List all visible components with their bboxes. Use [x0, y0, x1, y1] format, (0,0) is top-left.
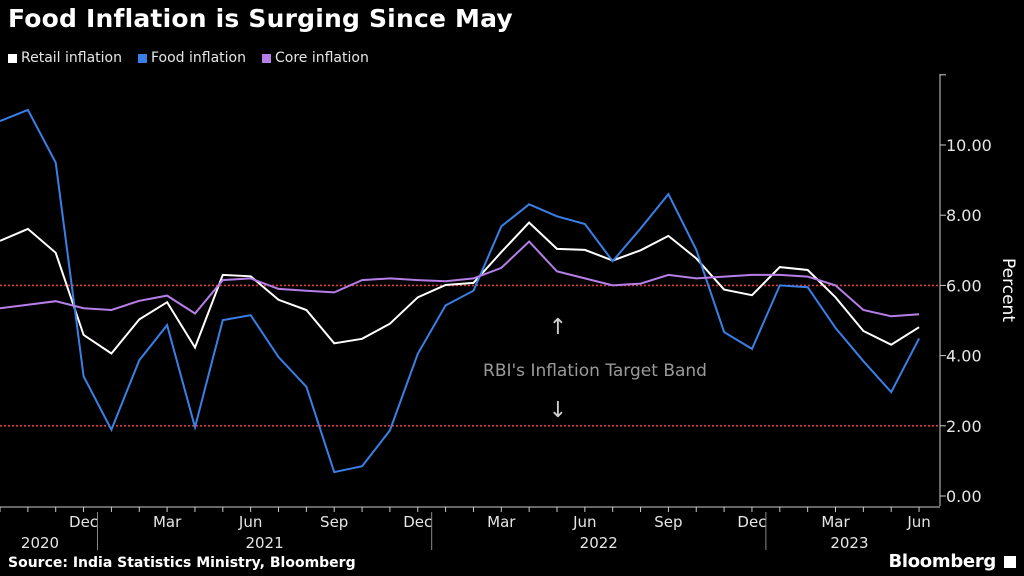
x-year-label: 2022 — [580, 534, 618, 552]
legend-item-food: Food inflation — [138, 50, 246, 66]
series-line-retail — [0, 221, 920, 355]
source-note: Source: India Statistics Ministry, Bloom… — [8, 555, 356, 571]
legend-swatch-core — [262, 53, 271, 63]
y-tick-label: 8.00 — [946, 206, 982, 225]
legend-swatch-food — [138, 53, 147, 63]
series-layer — [0, 108, 920, 474]
legend-item-retail: Retail inflation — [8, 50, 122, 66]
annotation-up-arrow: ↑ — [549, 315, 567, 340]
legend-label-core: Core inflation — [275, 50, 369, 66]
y-tick-label: 0.00 — [946, 487, 982, 506]
series-line-food — [0, 108, 920, 474]
x-month-label: Mar — [487, 513, 516, 531]
y-axis-label: Percent — [998, 258, 1018, 322]
y-tick-label: 4.00 — [946, 347, 982, 366]
series-line-core — [0, 240, 920, 318]
x-month-label: Dec — [403, 513, 432, 531]
grid-layer — [0, 284, 940, 427]
x-month-label: Sep — [654, 513, 682, 531]
x-month-label: Dec — [69, 513, 98, 531]
y-tick-label: 10.00 — [946, 136, 992, 155]
annotation-text: RBI's Inflation Target Band — [483, 361, 707, 381]
annotation-down-arrow: ↓ — [549, 398, 567, 423]
legend-swatch-retail — [8, 53, 17, 63]
chart-title: Food Inflation is Surging Since May — [8, 4, 513, 33]
brand-logo-text: Bloomberg — [888, 551, 996, 572]
axes-layer: 0.00 2.00 4.00 6.00 8.00 10.00 Dec Mar Jun Sep Dec… — [0, 74, 992, 552]
legend-label-food: Food inflation — [151, 50, 246, 66]
brand-square-icon — [1004, 556, 1016, 568]
legend: Retail inflation Food inflation Core inf… — [8, 50, 369, 66]
x-year-label: 2021 — [245, 534, 283, 552]
x-month-label: Dec — [737, 513, 766, 531]
x-month-label: Sep — [320, 513, 348, 531]
x-year-label: 2023 — [830, 534, 868, 552]
x-month-label: Jun — [572, 513, 596, 531]
x-month-label: Jun — [906, 513, 930, 531]
x-month-label: Mar — [153, 513, 182, 531]
y-tick-label: 2.00 — [946, 417, 982, 436]
legend-item-core: Core inflation — [262, 50, 369, 66]
x-month-label: Mar — [821, 513, 850, 531]
y-tick-label: 6.00 — [946, 276, 982, 295]
legend-label-retail: Retail inflation — [21, 50, 122, 66]
x-month-label: Jun — [238, 513, 262, 531]
x-year-label: 2020 — [21, 534, 59, 552]
